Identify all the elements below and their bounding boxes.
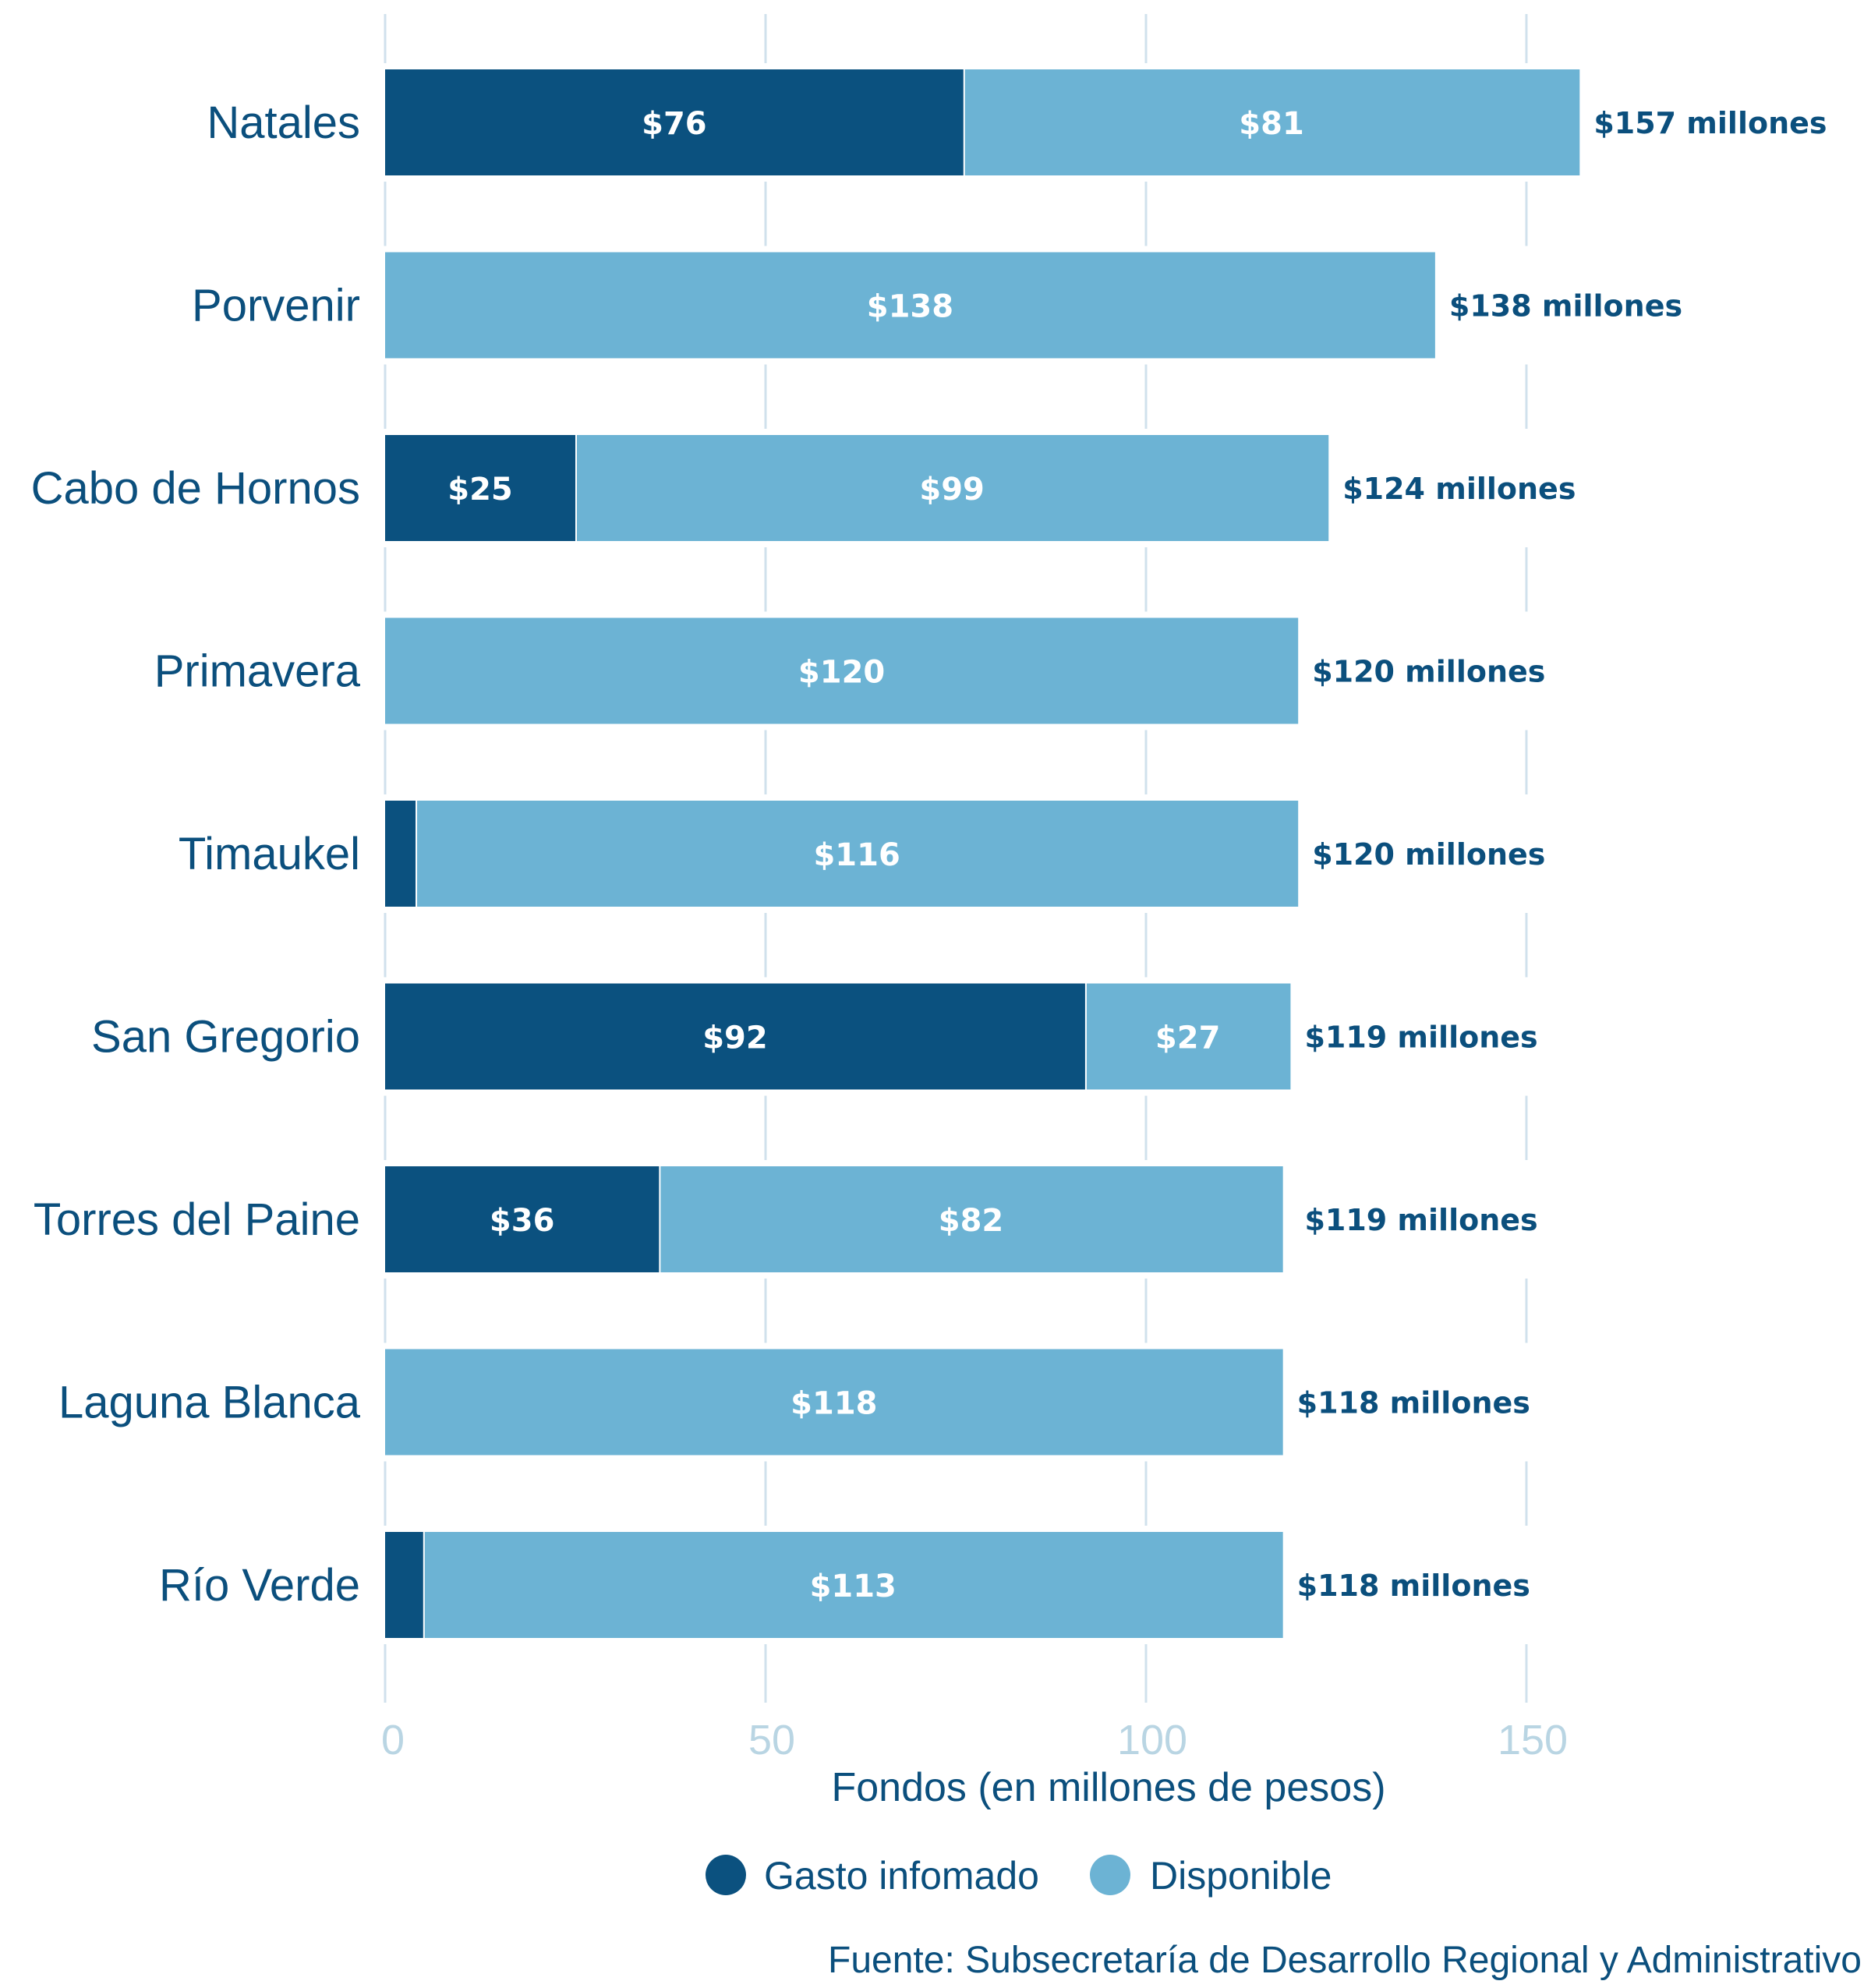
bar-value-label: $36 (490, 1203, 555, 1239)
total-label-primavera: $120 millones (1312, 655, 1545, 689)
legend-swatch-gasto (706, 1855, 746, 1895)
total-label-cabo-de-hornos: $124 millones (1342, 472, 1576, 506)
bar-torres-del-paine-gasto-infomado (385, 1166, 660, 1272)
bars: $76 $81 $157 millones $138 $138 millones $25 $… (385, 69, 1827, 1638)
x-tick-label: 50 (748, 1717, 795, 1763)
gridlines (384, 14, 1528, 1703)
x-tick-label: 0 (381, 1717, 405, 1763)
bar-value-label: $113 (810, 1569, 897, 1604)
legend-label-gasto: Gasto infomado (764, 1854, 1039, 1898)
bar-laguna-blanca-disponible (385, 1349, 1283, 1456)
bar-value-label: $25 (447, 472, 513, 508)
x-tick-labels: 0 50 100 150 (381, 1717, 1568, 1763)
total-label-san-gregorio: $119 millones (1304, 1021, 1537, 1055)
legend: Gasto infomado Disponible (706, 1854, 1332, 1898)
bar-value-label: $92 (702, 1021, 768, 1056)
total-label-timaukel: $120 millones (1312, 837, 1545, 872)
bar-value-label: $120 (798, 655, 885, 691)
category-label-cabo-de-hornos: Cabo de Hornos (31, 463, 360, 514)
bar-value-label: $27 (1155, 1021, 1221, 1056)
category-label-laguna-blanca: Laguna Blanca (58, 1378, 361, 1428)
category-label-timaukel: Timaukel (179, 829, 360, 879)
bar-value-label: $81 (1239, 106, 1304, 142)
category-label-torres-del-paine: Torres del Paine (34, 1194, 360, 1245)
bar-value-label: $99 (919, 472, 985, 508)
category-label-san-gregorio: San Gregorio (91, 1012, 360, 1063)
source-note: Fuente: Subsecretaría de Desarrollo Regi… (828, 1940, 1862, 1981)
bar-timaukel-disponible (417, 801, 1299, 907)
x-tick-label: 100 (1117, 1717, 1187, 1763)
bar-cabo-de-hornos-disponible (577, 435, 1329, 541)
bar-san-gregorio-gasto-infomado (385, 983, 1085, 1090)
bar-value-label: $76 (642, 106, 707, 142)
bar-rio-verde-disponible (424, 1532, 1283, 1638)
bar-value-label: $138 (867, 289, 953, 325)
bar-value-label: $116 (813, 837, 900, 873)
x-axis-title: Fondos (en millones de pesos) (831, 1765, 1385, 1810)
bar-san-gregorio-disponible (1086, 983, 1291, 1090)
total-label-natales: $157 millones (1593, 106, 1827, 140)
total-label-rio-verde: $118 millones (1297, 1569, 1530, 1603)
category-label-rio-verde: Río Verde (159, 1560, 360, 1611)
x-tick-label: 150 (1498, 1717, 1568, 1763)
category-label-natales: Natales (207, 97, 360, 148)
total-label-torres-del-paine: $119 millones (1304, 1203, 1537, 1237)
bar-timaukel-gasto-infomado (385, 801, 416, 907)
total-label-porvenir: $138 millones (1449, 289, 1682, 324)
category-label-primavera: Primavera (154, 646, 361, 697)
bar-primavera-disponible (385, 617, 1299, 724)
bar-natales-gasto-infomado (385, 69, 964, 175)
category-label-porvenir: Porvenir (192, 281, 360, 331)
bar-porvenir-disponible (385, 252, 1435, 359)
bar-cabo-de-hornos-gasto-infomado (385, 435, 575, 541)
bar-value-label: $82 (939, 1203, 1004, 1239)
bar-torres-del-paine-disponible (660, 1166, 1283, 1272)
category-labels: Natales Porvenir Cabo de Hornos Primavera Ti… (31, 97, 361, 1611)
legend-label-disponible: Disponible (1150, 1854, 1332, 1898)
bar-natales-disponible (964, 69, 1580, 175)
bar-value-label: $118 (790, 1386, 877, 1422)
legend-swatch-disponible (1090, 1855, 1130, 1895)
total-label-laguna-blanca: $118 millones (1297, 1386, 1530, 1420)
bar-rio-verde-gasto-infomado (385, 1532, 423, 1638)
